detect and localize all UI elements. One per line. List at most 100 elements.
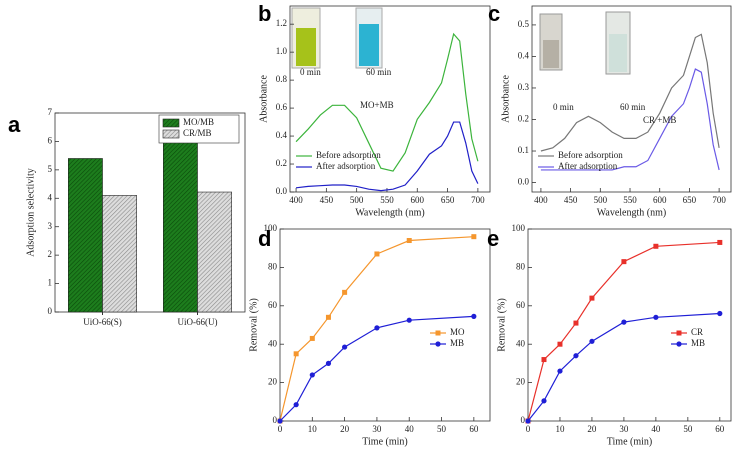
legend-label: CR/MB (183, 128, 212, 138)
x-tick-label: 550 (623, 195, 637, 205)
y-tick-label: 0 (273, 415, 278, 425)
data-point (293, 402, 299, 408)
plot-frame (54, 112, 246, 313)
x-axis-title: Time (min) (607, 436, 652, 447)
y-tick-label: 80 (268, 261, 278, 271)
legend-label: MO (450, 327, 465, 337)
y-tick-label: 100 (512, 223, 526, 233)
y-axis-title: Removal (%) (496, 298, 507, 352)
legend-label: MB (450, 338, 464, 348)
y-tick-label: 0.4 (276, 130, 288, 140)
panel-label: b (258, 1, 271, 26)
data-line (279, 236, 474, 422)
data-point (717, 310, 723, 317)
data-line (527, 241, 720, 422)
panel-label: c (488, 1, 500, 26)
data-point (557, 341, 563, 347)
annotation: MO+MB (360, 100, 394, 110)
data-line (279, 315, 474, 422)
data-point (573, 353, 579, 359)
data-point (309, 335, 315, 341)
y-tick-label: 0.0 (518, 177, 530, 187)
y-tick-label: 80 (516, 261, 526, 271)
y-tick-label: 60 (516, 300, 526, 310)
data-point (406, 317, 412, 323)
legend-label: MO/MB (183, 117, 214, 127)
y-tick-label: 0 (48, 306, 53, 316)
y-tick-label: 0.4 (518, 51, 530, 61)
data-point (406, 238, 412, 244)
x-axis-title: Wavelength (nm) (597, 207, 666, 218)
data-point (374, 325, 380, 331)
legend-marker (435, 341, 441, 347)
data-point (573, 320, 579, 326)
panel-label: a (8, 112, 21, 137)
legend-label: CR (691, 327, 703, 337)
data-point (293, 351, 299, 357)
y-tick-label: 5 (48, 164, 53, 174)
y-tick-label: 3 (48, 221, 53, 231)
x-tick-label: 20 (340, 424, 350, 434)
y-tick-label: 6 (48, 135, 53, 145)
x-tick-label: 30 (372, 424, 382, 434)
data-point (621, 259, 627, 265)
y-tick-label: 0.3 (518, 82, 530, 92)
y-tick-label: 40 (268, 338, 278, 348)
data-line (540, 33, 720, 152)
x-tick-label: 500 (594, 195, 608, 205)
panel-label: e (487, 226, 499, 251)
x-tick-label: 60 (469, 424, 479, 434)
data-point (525, 418, 531, 424)
annotation: 0 min (553, 102, 574, 112)
x-tick-label: 30 (619, 424, 629, 434)
data-point (325, 314, 331, 320)
data-point (342, 344, 348, 350)
bar (68, 158, 103, 313)
data-point (589, 295, 595, 301)
y-tick-label: 0 (521, 415, 526, 425)
plot-frame (289, 5, 491, 193)
data-point (653, 314, 659, 320)
x-tick-label: 650 (441, 195, 455, 205)
y-tick-label: 0.0 (276, 186, 288, 196)
y-tick-label: 1 (48, 278, 53, 288)
data-point (471, 313, 477, 319)
x-tick-label: 20 (587, 424, 597, 434)
y-tick-label: 40 (516, 338, 526, 348)
legend-marker (676, 341, 682, 347)
legend-label: After adsorption (558, 161, 618, 171)
data-line (527, 312, 720, 422)
legend-marker (435, 330, 441, 336)
x-tick-label: 700 (712, 195, 726, 205)
y-axis-title: Removal (%) (248, 298, 259, 352)
y-tick-label: 4 (48, 192, 53, 202)
x-tick-label: 450 (564, 195, 578, 205)
legend-marker (676, 330, 682, 336)
data-point (541, 398, 547, 404)
x-tick-label: 700 (471, 195, 485, 205)
y-tick-label: 0.1 (518, 145, 529, 155)
x-tick-label: 600 (653, 195, 667, 205)
y-tick-label: 7 (48, 107, 53, 117)
y-tick-label: 1.2 (276, 18, 287, 28)
legend-label: Before adsorption (316, 150, 381, 160)
data-point (471, 234, 477, 240)
y-tick-label: 2 (48, 249, 53, 259)
x-axis-title: Time (min) (362, 436, 407, 447)
annotation: 60 min (366, 67, 392, 77)
panel-label: d (258, 226, 271, 251)
legend-swatch (162, 129, 180, 139)
plot-frame (531, 5, 732, 193)
x-tick-label: 50 (683, 424, 693, 434)
y-tick-label: 0.6 (276, 102, 288, 112)
bar (163, 134, 198, 313)
x-tick-label: 0 (526, 424, 531, 434)
y-axis-title: Absorbance (500, 75, 511, 123)
annotation: 60 min (620, 102, 646, 112)
annotation: CR +MB (643, 115, 676, 125)
data-point (589, 338, 595, 344)
y-tick-label: 0.5 (518, 19, 530, 29)
data-point (309, 372, 315, 378)
data-point (621, 319, 627, 325)
x-axis-title: Wavelength (nm) (355, 207, 424, 218)
